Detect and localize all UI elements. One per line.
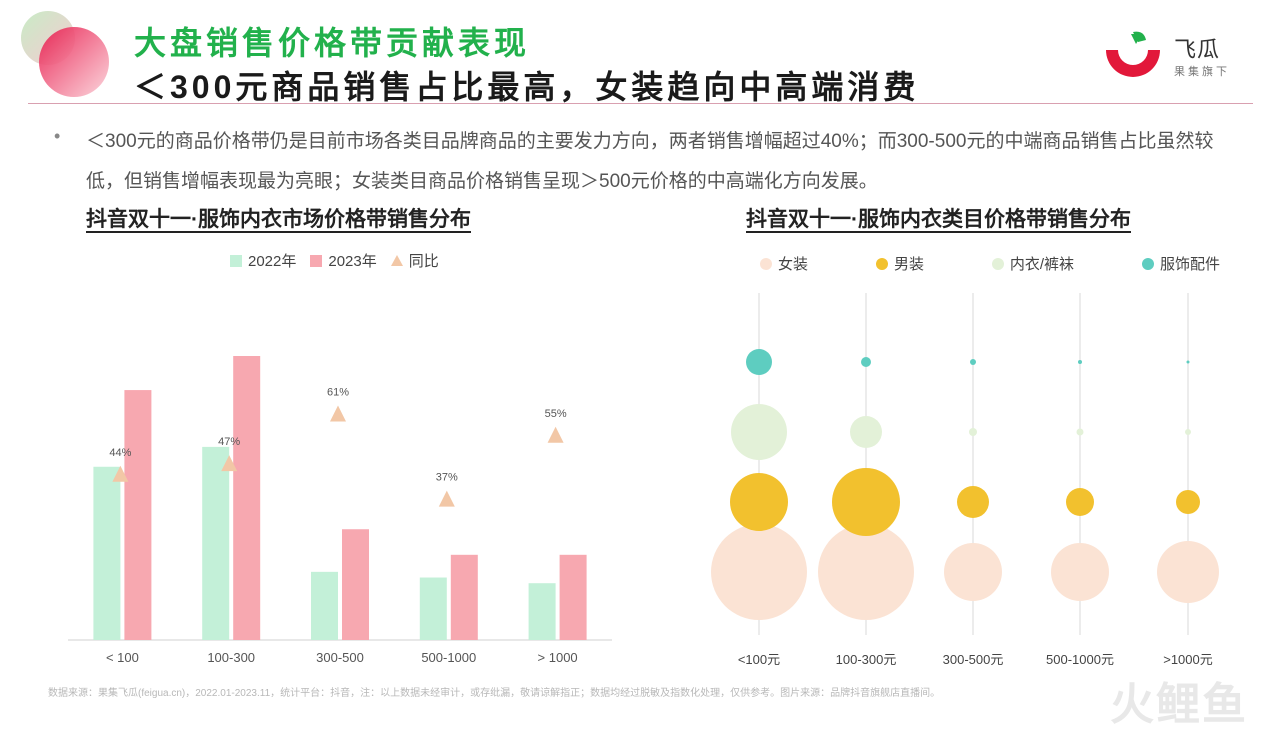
bar-2023 bbox=[342, 529, 369, 640]
bubble-accessories bbox=[970, 359, 976, 365]
footer-source-note: 数据来源：果集飞瓜(feigua.cn)，2022.01-2023.11，统计平… bbox=[48, 688, 941, 699]
legend-item-underwear: 内衣/裤袜 bbox=[991, 253, 1075, 274]
yoy-marker bbox=[547, 426, 564, 443]
yoy-marker bbox=[330, 405, 346, 422]
legend-item-women: 女装 bbox=[760, 253, 808, 274]
yoy-marker bbox=[221, 455, 238, 472]
legend-dot-accessories bbox=[1141, 257, 1154, 270]
yoy-label: 37% bbox=[436, 472, 458, 484]
bubble-men bbox=[832, 468, 900, 536]
x-tick-label: 500-1000元 bbox=[1046, 652, 1114, 667]
bullet-dot: • bbox=[54, 126, 61, 146]
legend-dot-women bbox=[760, 257, 772, 270]
bar-2022 bbox=[419, 577, 447, 640]
bar-2023 bbox=[124, 390, 152, 640]
bubble-underwear bbox=[1076, 428, 1084, 436]
legend-item-2023: 2023年 bbox=[310, 250, 377, 271]
x-tick-label: 100-300 bbox=[207, 650, 255, 665]
bubble-accessories bbox=[1186, 360, 1190, 364]
yoy-marker bbox=[438, 490, 455, 507]
legend-label-2022: 2022年 bbox=[248, 253, 297, 270]
logo-icon bbox=[1102, 30, 1164, 85]
legend-dot-men bbox=[875, 257, 888, 270]
bubble-women bbox=[1051, 543, 1109, 601]
legend-swatch-2022 bbox=[230, 254, 242, 267]
logo-name: 飞瓜 bbox=[1174, 37, 1221, 62]
legend-item-yoy: 同比 bbox=[390, 250, 439, 271]
legend-label-men: 男装 bbox=[893, 256, 924, 273]
bubble-underwear bbox=[969, 428, 977, 436]
bar-2022 bbox=[528, 583, 556, 640]
x-tick-label: 300-500元 bbox=[943, 652, 1004, 667]
bubble-chart: <100元 100-300元 300-500元 500-1000元 >1000元 bbox=[711, 293, 1219, 667]
legend-label-yoy: 同比 bbox=[408, 253, 439, 270]
decorative-circles bbox=[18, 10, 118, 105]
deco-circle-red bbox=[39, 27, 109, 97]
legend-item-2022: 2022年 bbox=[230, 250, 296, 271]
watermark: 火鲤鱼 bbox=[1110, 680, 1248, 729]
bar-2022 bbox=[202, 446, 230, 640]
bar-2023 bbox=[233, 356, 261, 640]
bar-2023 bbox=[450, 554, 478, 640]
bar-chart-legend: 2022年 2023年 同比 bbox=[230, 250, 439, 271]
legend-swatch-2023 bbox=[310, 254, 323, 267]
bubble-underwear bbox=[850, 416, 882, 448]
bubble-women bbox=[711, 524, 807, 620]
legend-triangle-yoy bbox=[390, 255, 403, 266]
summary-paragraph: ＜300元的商品价格带仍是目前市场各类目品牌商品的主要发力方向，两者销售增幅超过… bbox=[86, 131, 1214, 192]
yoy-label: 44% bbox=[109, 447, 131, 459]
page-title: 大盘销售价格带贡献表现 bbox=[134, 25, 531, 61]
bubble-women bbox=[818, 524, 914, 620]
bar-chart-title: 抖音双十一·服饰内衣市场价格带销售分布 bbox=[86, 208, 471, 231]
bubble-men bbox=[957, 486, 989, 518]
header-divider bbox=[28, 103, 1253, 104]
logo-subtitle: 果集旗下 bbox=[1174, 66, 1230, 78]
yoy-label: 55% bbox=[545, 408, 567, 420]
bubble-underwear bbox=[731, 404, 787, 460]
x-tick-label: < 100 bbox=[106, 650, 139, 665]
legend-label-2023: 2023年 bbox=[328, 253, 377, 270]
legend-item-men: 男装 bbox=[875, 253, 924, 274]
yoy-marker bbox=[112, 465, 129, 482]
bubble-men bbox=[730, 473, 788, 531]
x-tick-label: <100元 bbox=[738, 652, 780, 667]
page-subtitle: ＜300元商品销售占比最高，女装趋向中高端消费 bbox=[134, 69, 920, 105]
bubble-accessories bbox=[861, 357, 871, 367]
yoy-label: 47% bbox=[218, 436, 240, 448]
yoy-label: 61% bbox=[327, 386, 349, 398]
bar-2022 bbox=[311, 571, 338, 640]
bubble-women bbox=[944, 543, 1002, 601]
bubble-men bbox=[1066, 488, 1094, 516]
bar-chart: < 100 44% 100-300 47% 300-500 61% 500-1000 37% >… bbox=[68, 356, 612, 665]
legend-label-underwear: 内衣/裤袜 bbox=[1009, 256, 1075, 273]
bubble-women bbox=[1157, 541, 1219, 603]
bubble-accessories bbox=[1078, 360, 1082, 364]
bubble-chart-legend: 女装 男装 内衣/裤袜 服饰配件 bbox=[760, 253, 1220, 274]
legend-label-women: 女装 bbox=[778, 256, 809, 273]
x-tick-label: 300-500 bbox=[316, 650, 364, 665]
legend-item-accessories: 服饰配件 bbox=[1141, 253, 1220, 274]
x-tick-label: 500-1000 bbox=[421, 650, 476, 665]
bubble-chart-title: 抖音双十一·服饰内衣类目价格带销售分布 bbox=[746, 208, 1131, 231]
legend-label-accessories: 服饰配件 bbox=[1159, 256, 1220, 273]
bubble-men bbox=[1176, 490, 1200, 514]
bubble-accessories bbox=[746, 349, 772, 375]
bubble-underwear bbox=[1185, 429, 1191, 435]
x-tick-label: 100-300元 bbox=[836, 652, 897, 667]
bar-2023 bbox=[559, 554, 587, 640]
x-tick-label: > 1000 bbox=[538, 650, 578, 665]
x-tick-label: >1000元 bbox=[1163, 652, 1213, 667]
bar-2022 bbox=[93, 466, 121, 640]
legend-dot-underwear bbox=[991, 257, 1004, 270]
